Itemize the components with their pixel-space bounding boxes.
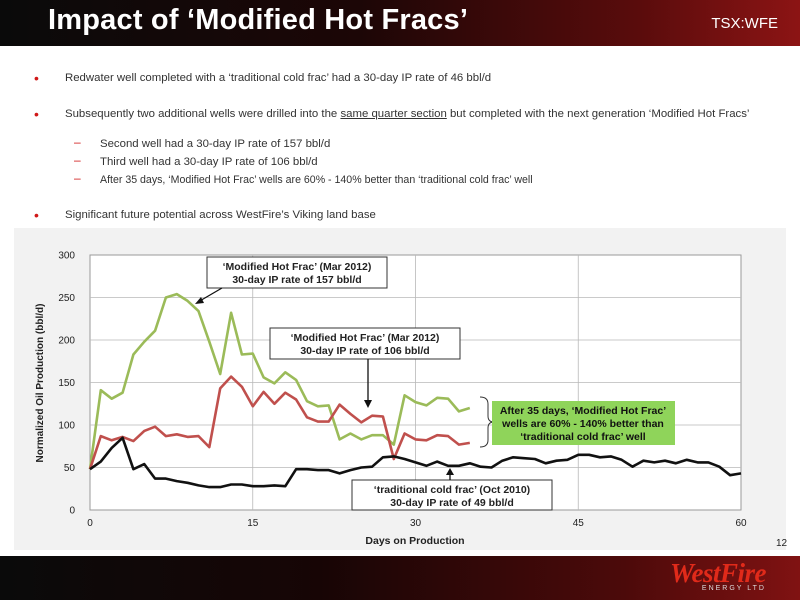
annotation-box-157 [206, 256, 388, 289]
annotation-157-line1: ‘Modified Hot Frac’ (Mar 2012) [223, 261, 372, 273]
annotation-box-improvement [492, 401, 675, 445]
dash-icon: – [74, 135, 81, 149]
series-line-2 [88, 375, 471, 470]
series-line-1 [88, 292, 471, 470]
y-tick-label: 100 [58, 421, 75, 432]
bullet-3-text: Significant future potential across West… [65, 209, 376, 221]
bullet-2-text-end: but completed with the next generation ‘… [446, 108, 750, 120]
page-title: Impact of ‘Modified Hot Fracs’ [48, 4, 469, 36]
annotation-box-49 [351, 479, 553, 511]
x-tick-label: 15 [247, 518, 259, 529]
dash-icon: – [74, 153, 81, 167]
series-line-3 [89, 436, 742, 489]
page-number: 12 [776, 538, 788, 549]
arrowhead-icon [195, 297, 204, 304]
annotation-157-line2: 30-day IP rate of 157 bbl/d [232, 274, 361, 286]
production-chart: 0 50 100 150 200 250 300 0 15 30 45 60 ‘Modified H… [14, 228, 786, 550]
y-tick-label: 300 [58, 251, 75, 262]
bullet-2-text-start: Subsequently two additional wells were d… [65, 108, 341, 120]
sub-bullet-2-text: Third well had a 30-day IP rate of 106 b… [100, 156, 318, 168]
annotation-49-line1: ‘traditional cold frac’ (Oct 2010) [374, 484, 530, 496]
annotation-106-line2: 30-day IP rate of 106 bbl/d [300, 345, 429, 357]
bullet-2-underlined: same quarter section [340, 108, 447, 120]
logo-subtitle: ENERGY LTD [701, 585, 766, 592]
x-tick-label: 45 [573, 518, 585, 529]
bullet-dot-icon: • [34, 207, 39, 223]
arrowhead-icon [446, 468, 454, 475]
logo-name: WestFire [670, 558, 767, 588]
arrowhead-icon [364, 400, 372, 408]
bullet-1-text: Redwater well completed with a ‘traditio… [65, 72, 492, 84]
annotation-improvement-line1: After 35 days, ‘Modified Hot Frac’ [500, 405, 666, 417]
title-bar: Impact of ‘Modified Hot Fracs’ TSX:WFE [0, 0, 800, 46]
y-tick-label: 0 [69, 506, 75, 517]
company-logo: WestFire ENERGY LTD [670, 558, 767, 592]
annotation-box-106 [269, 327, 461, 360]
y-tick-label: 250 [58, 293, 75, 304]
x-tick-label: 30 [410, 518, 422, 529]
chart-svg: 0 50 100 150 200 250 300 0 15 30 45 60 ‘Modified H… [35, 251, 747, 548]
y-axis-label: Normalized Oil Production (bbl/d) [35, 304, 46, 463]
y-tick-label: 150 [58, 378, 75, 389]
x-tick-label: 60 [735, 518, 747, 529]
annotation-improvement-line3: ‘traditional cold frac’ well [520, 431, 646, 443]
annotation-106-line1: ‘Modified Hot Frac’ (Mar 2012) [291, 332, 440, 344]
y-tick-label: 200 [58, 336, 75, 347]
x-tick-label: 0 [87, 518, 93, 529]
annotation-49-line2: 30-day IP rate of 49 bbl/d [390, 497, 514, 509]
sub-bullet-1-text: Second well had a 30-day IP rate of 157 … [100, 138, 331, 150]
ticker-symbol: TSX:WFE [711, 15, 778, 32]
bullet-dot-icon: • [34, 70, 39, 86]
y-tick-label: 50 [64, 463, 76, 474]
annotation-improvement-line2: wells are 60% - 140% better than [501, 418, 664, 430]
dash-icon: – [74, 171, 81, 185]
footer-bar: WestFire ENERGY LTD [0, 556, 800, 600]
sub-bullet-3-text: After 35 days, ‘Modified Hot Frac’ wells… [100, 174, 533, 186]
bullet-dot-icon: • [34, 106, 39, 122]
x-axis-label: Days on Production [365, 535, 464, 547]
bullet-2-text: Subsequently two additional wells were d… [65, 108, 765, 121]
